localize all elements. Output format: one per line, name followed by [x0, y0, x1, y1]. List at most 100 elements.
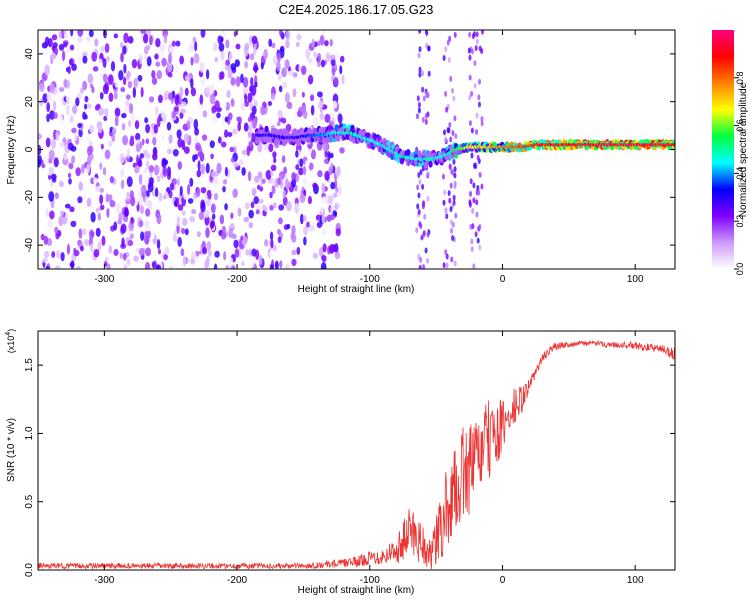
- spectrogram-noise-cell: [108, 140, 113, 147]
- spectrogram-noise-cell: [44, 36, 50, 47]
- spectrogram-noise-cell: [110, 263, 116, 269]
- spectrogram-streak-cell: [478, 224, 482, 231]
- spectrogram-noise-cell: [106, 208, 110, 218]
- spectrogram-noise-cell: [286, 101, 293, 110]
- spectrogram-noise-cell: [69, 206, 75, 213]
- spectrogram-noise-cell: [168, 52, 172, 64]
- spectrogram-noise-cell: [332, 100, 338, 109]
- spectrogram-noise-cell: [298, 185, 302, 191]
- snr-x-tick-label: -100: [360, 575, 380, 586]
- spectrogram-noise-cell: [52, 177, 57, 183]
- spectrogram-noise-cell: [59, 141, 65, 148]
- spectrogram-noise-cell: [151, 70, 156, 79]
- spectrogram-noise-cell: [194, 40, 198, 52]
- colorbar-ticks: 0.0 0.2 0.4 0.6 0.8: [734, 72, 745, 275]
- spectrogram-noise-cell: [229, 222, 235, 230]
- spectrogram-streak-cell: [421, 183, 425, 190]
- spectrogram-noise-cell: [45, 208, 50, 218]
- spectrogram-noise-cell: [44, 64, 50, 76]
- spectrogram-streak-cell: [417, 52, 421, 59]
- spectrogram-noise-cell: [221, 225, 226, 233]
- spectrogram-noise-cell: [230, 43, 235, 53]
- spectrogram-noise-cell: [291, 249, 297, 256]
- colorbar-tick-label: 0.8: [735, 72, 745, 85]
- spectrogram-streak-cell: [426, 257, 430, 264]
- spectrogram-noise-cell: [334, 51, 339, 61]
- spectrogram-noise-cell: [38, 82, 45, 93]
- spectrogram-noise-cell: [134, 120, 140, 130]
- spectrogram-noise-cell: [220, 71, 225, 80]
- spectrogram-ridge-cell: [406, 149, 411, 157]
- spectrogram-x-tick-label: 0: [500, 274, 506, 285]
- spectrogram-noise-cell: [130, 112, 136, 122]
- spectrogram-noise-cell: [330, 162, 334, 173]
- spectrogram-streak-cell: [474, 231, 478, 238]
- spectrogram-noise-cell: [156, 239, 161, 250]
- spectrogram-noise-cell: [183, 194, 190, 200]
- spectrogram-noise-cell: [251, 35, 258, 44]
- spectrogram-noise-cell: [296, 110, 303, 118]
- spectrogram-noise-cell: [306, 86, 312, 93]
- spectrogram-noise-cell: [180, 227, 186, 235]
- spectrogram-streak-cell: [424, 112, 428, 119]
- spectrogram-noise-cell: [138, 173, 143, 185]
- spectrogram-noise-cell: [99, 204, 105, 211]
- snr-y-label: SNR (10 * v/v): [6, 418, 17, 482]
- spectrogram-noise-cell: [130, 217, 135, 224]
- spectrogram-noise-cell: [82, 80, 88, 91]
- spectrogram-streak-cell: [451, 221, 455, 228]
- spectrogram-noise-cell: [63, 33, 68, 39]
- spectrogram-noise-cell: [199, 61, 205, 73]
- spectrogram-noise-cell: [339, 147, 345, 154]
- spectrogram-noise-cell: [278, 204, 285, 211]
- spectrogram-noise-cell: [226, 89, 231, 99]
- spectrogram-noise-cell: [134, 132, 141, 141]
- spectrogram-noise-cell: [109, 200, 116, 208]
- spectrogram-streak-cell: [444, 207, 448, 214]
- spectrogram-noise-cell: [49, 82, 55, 94]
- spectrogram-noise-cell: [145, 247, 152, 257]
- spectrogram-streak-cell: [427, 45, 431, 52]
- spectrogram-noise-cell: [58, 180, 64, 188]
- spectrogram-noise-cell: [47, 218, 53, 229]
- spectrogram-noise-cell: [69, 262, 75, 268]
- spectrogram-noise-cell: [183, 146, 190, 154]
- spectrogram-streak-cell: [444, 46, 448, 53]
- spectrogram-noise-cell: [148, 96, 155, 103]
- spectrogram-noise-cell: [337, 113, 343, 124]
- spectrogram-noise-cell: [241, 260, 245, 267]
- spectrogram-noise-cell: [305, 48, 310, 59]
- spectrogram-noise-cell: [324, 113, 331, 123]
- spectrogram-noise-cell: [247, 171, 252, 182]
- spectrogram-noise-cell: [151, 77, 158, 85]
- spectrogram-noise-cell: [129, 190, 134, 200]
- spectrogram-noise-cell: [42, 93, 48, 104]
- spectrogram-streak-cell: [476, 154, 480, 161]
- spectrogram-noise-cell: [271, 42, 276, 49]
- spectrogram-noise-cell: [163, 159, 169, 166]
- spectrogram-streak-cell: [417, 192, 421, 199]
- spectrogram-noise-cell: [180, 101, 187, 108]
- spectrogram-noise-cell: [203, 209, 210, 219]
- spectrogram-noise-cell: [155, 106, 159, 117]
- spectrogram-noise-cell: [270, 92, 276, 100]
- spectrogram-noise-cell: [293, 109, 298, 121]
- spectrogram-noise-cell: [180, 108, 187, 114]
- spectrogram-noise-cell: [123, 63, 127, 74]
- spectrogram-noise-cell: [140, 30, 147, 34]
- spectrogram-noise-cell: [53, 157, 59, 168]
- spectrogram-noise-cell: [119, 42, 124, 48]
- spectrogram-noise-cell: [273, 157, 277, 164]
- spectrogram-noise-cell: [166, 171, 171, 180]
- spectrogram-noise-cell: [82, 228, 87, 236]
- spectrogram-noise-cell: [75, 167, 81, 177]
- spectrogram-noise-cell: [70, 30, 74, 37]
- spectrogram-noise-cell: [308, 224, 315, 232]
- spectrogram-noise-cell: [46, 113, 50, 123]
- spectrogram-noise-cell: [172, 149, 179, 157]
- spectrogram-noise-cell: [225, 59, 231, 67]
- spectrogram-noise-cell: [321, 183, 326, 194]
- spectrogram-noise-cell: [230, 212, 234, 219]
- spectrogram-noise-cell: [133, 77, 139, 88]
- spectrogram-noise-cell: [86, 164, 91, 174]
